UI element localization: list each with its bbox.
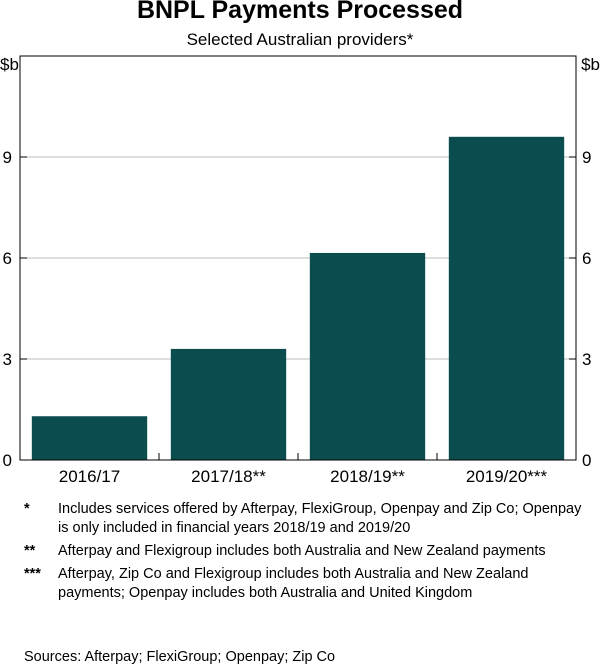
footnotes: * Includes services offered by Afterpay,… <box>24 500 584 607</box>
y-axis-label-left: $b <box>0 55 19 74</box>
y-tick-label-right: 6 <box>582 249 591 268</box>
bar <box>170 348 287 460</box>
y-tick-label-right: 9 <box>582 148 591 167</box>
footnote: *** Afterpay, Zip Co and Flexigroup incl… <box>24 565 584 603</box>
bar <box>448 136 565 461</box>
chart-title: BNPL Payments Processed <box>136 0 464 24</box>
chart-subtitle: Selected Australian providers* <box>186 30 414 49</box>
x-tick-label: 2016/17 <box>59 467 120 486</box>
footnote: ** Afterpay and Flexigroup includes both… <box>24 542 584 561</box>
footnote-text: Afterpay, Zip Co and Flexigroup includes… <box>58 566 529 601</box>
y-tick-label-left: 3 <box>3 350 12 369</box>
footnote: * Includes services offered by Afterpay,… <box>24 500 584 538</box>
y-tick-label-left: 6 <box>3 249 12 268</box>
x-tick-label: 2019/20*** <box>466 467 548 486</box>
sources: Sources: Afterpay; FlexiGroup; Openpay; … <box>24 649 336 665</box>
bar <box>309 252 426 460</box>
footnote-mark: * <box>24 501 30 517</box>
bar-chart: 0 0 3 3 6 6 9 9 2016/17 2017/18** 2018/19** 2019/20… <box>0 55 600 486</box>
footnote-mark: ** <box>24 543 36 559</box>
footnote-text: Afterpay and Flexigroup includes both Au… <box>58 543 546 559</box>
footnote-text: Includes services offered by Afterpay, F… <box>58 501 582 536</box>
bar <box>31 416 148 460</box>
y-tick-label-right: 0 <box>582 451 591 470</box>
x-tick-label: 2018/19** <box>330 467 405 486</box>
y-axis-label-right: $b <box>581 55 600 74</box>
y-tick-label-left: 9 <box>3 148 12 167</box>
y-tick-label-left: 0 <box>3 451 12 470</box>
x-tick-label: 2017/18** <box>191 467 266 486</box>
y-tick-label-right: 3 <box>582 350 591 369</box>
footnote-mark: *** <box>24 566 41 582</box>
